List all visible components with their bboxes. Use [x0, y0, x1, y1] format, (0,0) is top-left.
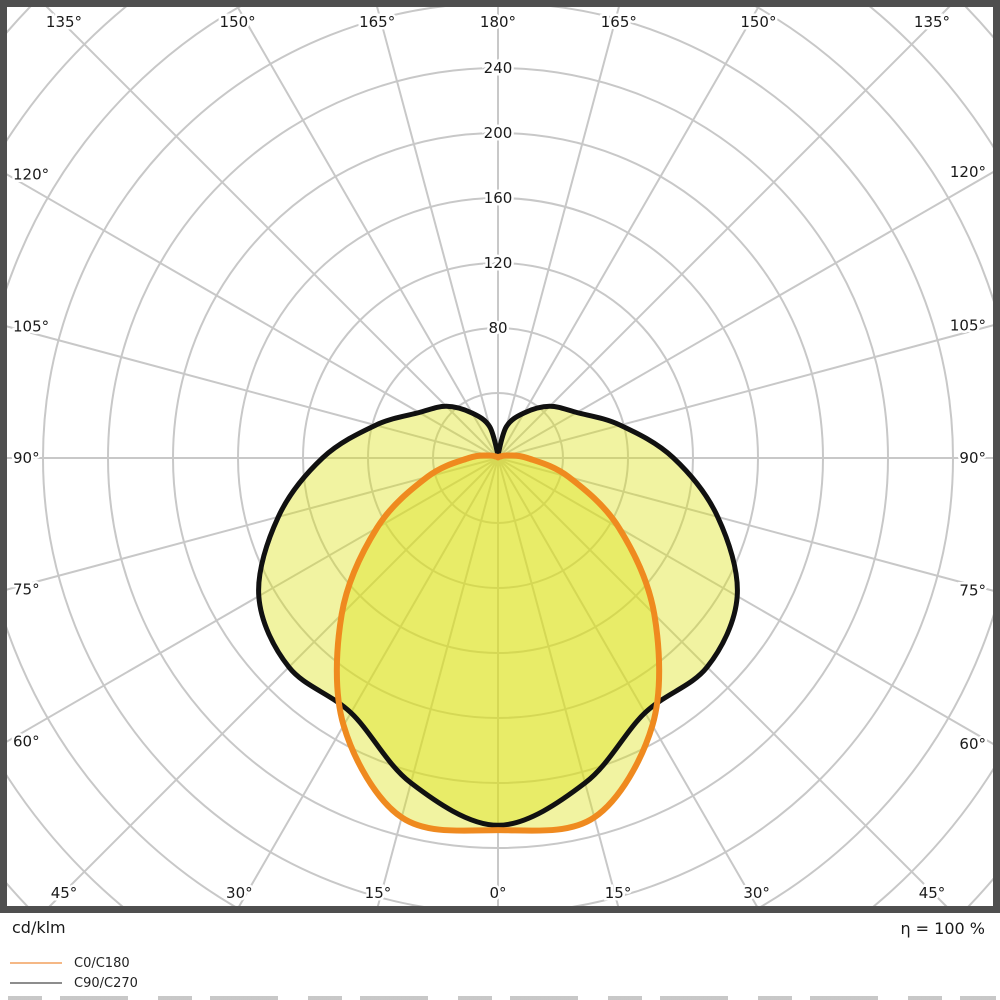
polar-grid-spoke	[497, 7, 760, 459]
plot-area: 80 120 160 200 240	[7, 7, 993, 906]
polar-grid-spoke	[7, 457, 499, 591]
polar-grid-spoke	[497, 7, 620, 459]
gamma-tick-label: 90°	[959, 449, 986, 467]
polar-grid-spoke	[497, 7, 951, 459]
polar-grid-spoke	[376, 7, 499, 459]
curve-c0-c180	[333, 452, 663, 834]
radial-tick-label: 240	[484, 59, 513, 77]
gamma-tick-label: 150°	[220, 13, 256, 31]
gamma-tick-label: 150°	[740, 13, 776, 31]
polar-grid-spoke	[376, 457, 499, 906]
radial-tick-label: 80	[488, 319, 507, 337]
curve-c90-c270-fill	[258, 406, 738, 826]
polar-grid-spoke	[497, 324, 993, 459]
gamma-tick-label: 120°	[13, 166, 49, 184]
gamma-tick-label: 15°	[365, 884, 392, 902]
legend-label-c0-c180: C0/C180	[74, 955, 130, 971]
gamma-tick-label: 45°	[919, 884, 946, 902]
truncated-bottom-row	[8, 996, 996, 1000]
radial-tick-label: 160	[484, 189, 513, 207]
efficiency-label: η = 100 %	[900, 919, 985, 938]
polar-grid-spoke	[236, 7, 499, 459]
polar-grid-spoke	[497, 457, 620, 906]
polar-grid-spoke	[497, 457, 948, 906]
units-label: cd/klm	[12, 918, 66, 937]
gamma-tick-label: 75°	[13, 581, 40, 599]
gamma-tick-label: 30°	[743, 884, 770, 902]
polar-grid-spoke	[7, 457, 499, 743]
gamma-tick-label: 75°	[959, 582, 986, 600]
plot-frame	[0, 0, 1000, 913]
gamma-tick-label: 180°	[480, 13, 516, 31]
polar-grid-spoke	[497, 457, 758, 906]
curve-c90-c270	[256, 403, 740, 828]
curve-c0-c180-fill	[336, 455, 660, 831]
polar-grid-spoke	[497, 171, 993, 459]
polar-grid-spoke	[48, 457, 499, 906]
legend-swatch-c0-c180	[10, 962, 62, 964]
polar-grid-spoke	[497, 457, 993, 745]
polar-grid-spoke	[238, 457, 499, 906]
gamma-tick-label: 60°	[959, 735, 986, 753]
gamma-tick-label: 90°	[13, 449, 40, 467]
radial-tick-label: 120	[484, 254, 513, 272]
legend-item-c90-c270: C90/C270	[10, 973, 138, 993]
gamma-tick-label: 60°	[13, 732, 40, 750]
polar-grid-spoke	[7, 325, 499, 459]
gamma-tick-label: 45°	[51, 884, 78, 902]
gamma-tick-label: 120°	[950, 163, 986, 181]
gamma-tick-label: 105°	[13, 317, 49, 335]
gamma-tick-label: 0°	[489, 884, 506, 902]
polar-grid-spoke	[45, 7, 499, 459]
radial-tick-label: 200	[484, 124, 513, 142]
gamma-tick-label: 135°	[46, 13, 82, 31]
gamma-tick-label: 15°	[605, 884, 632, 902]
gamma-tick-label: 135°	[914, 13, 950, 31]
legend-item-c0-c180: C0/C180	[10, 953, 138, 973]
gamma-tick-label: 165°	[359, 13, 395, 31]
legend-swatch-c90-c270	[10, 982, 62, 984]
legend-label-c90-c270: C90/C270	[74, 975, 138, 991]
gamma-tick-label: 30°	[226, 884, 253, 902]
polar-grid-spoke	[7, 173, 499, 459]
gamma-tick-label: 165°	[601, 13, 637, 31]
gamma-tick-label: 105°	[950, 316, 986, 334]
polar-grid-spoke	[497, 457, 993, 592]
legend: C0/C180 C90/C270	[10, 953, 138, 993]
polar-chart: 80 120 160 200 240 0° 15° 15° 30° 30° 45° 45° 60° 60°…	[0, 0, 1000, 913]
